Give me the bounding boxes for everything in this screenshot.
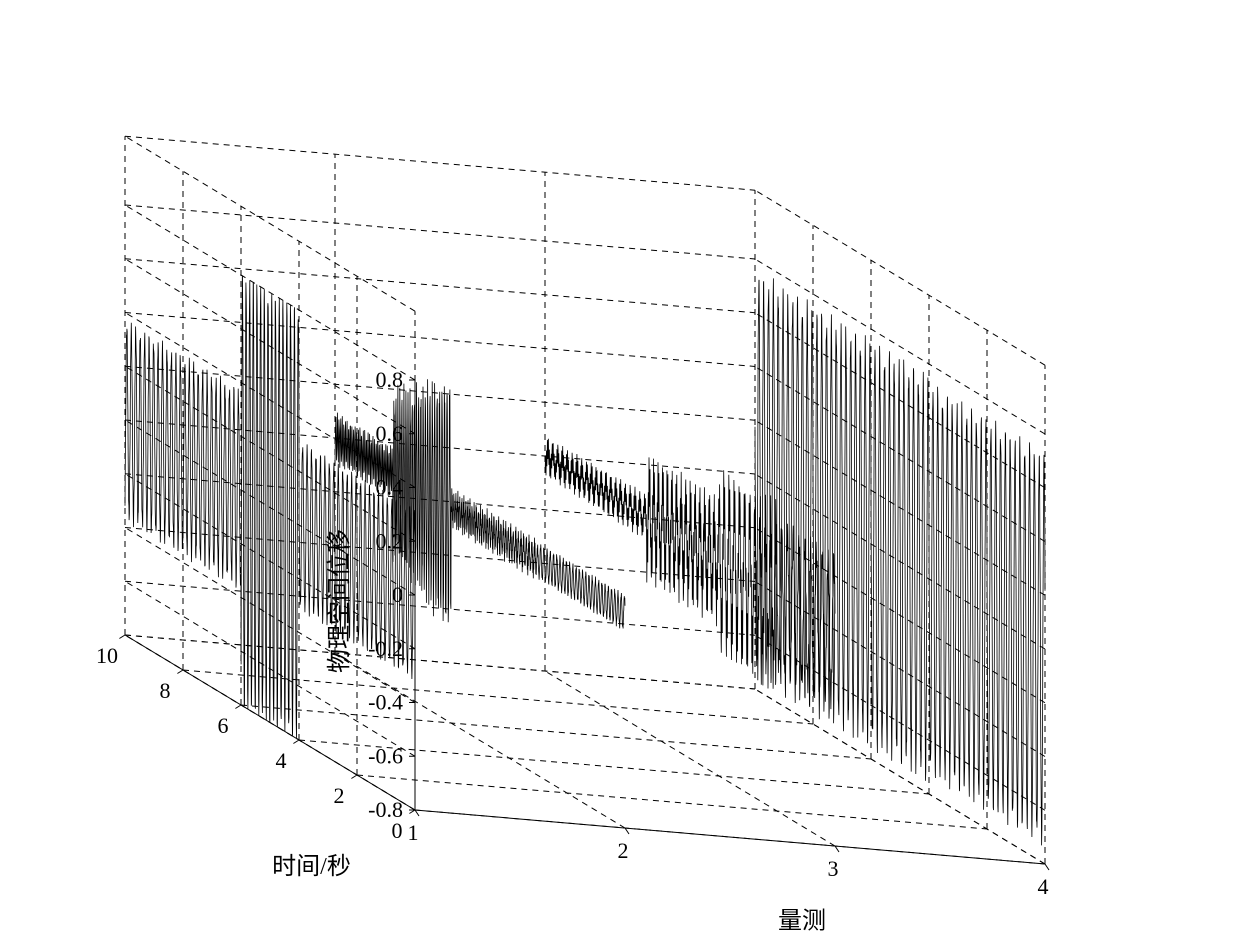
svg-text:-0.6: -0.6 (368, 743, 403, 768)
svg-text:2: 2 (334, 783, 345, 808)
svg-text:-0.4: -0.4 (368, 690, 403, 715)
svg-text:1: 1 (408, 820, 419, 845)
plot-3d: -0.8-0.6-0.4-0.200.20.40.60.802468101234… (0, 0, 1240, 938)
svg-text:0.8: 0.8 (376, 367, 404, 392)
svg-text:4: 4 (276, 748, 287, 773)
svg-text:6: 6 (218, 713, 229, 738)
y-axis-label-svg: 时间/秒 (272, 853, 351, 880)
x-axis-label-svg: 量测 (778, 908, 826, 935)
chart-container: -0.8-0.6-0.4-0.200.20.40.60.802468101234… (0, 0, 1240, 938)
svg-text:0: 0 (392, 818, 403, 843)
svg-text:0.6: 0.6 (376, 421, 404, 446)
svg-text:4: 4 (1038, 874, 1049, 899)
svg-text:3: 3 (828, 856, 839, 881)
svg-text:2: 2 (618, 838, 629, 863)
svg-text:8: 8 (160, 678, 171, 703)
svg-text:10: 10 (96, 643, 118, 668)
